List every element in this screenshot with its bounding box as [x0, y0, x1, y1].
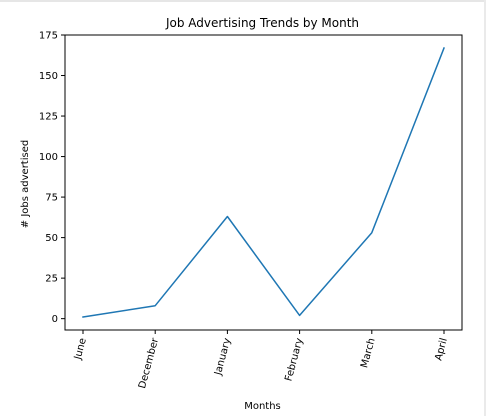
chart-title: Job Advertising Trends by Month	[165, 16, 359, 30]
x-axis-label: Months	[244, 401, 281, 412]
y-tick-label: 75	[45, 193, 58, 204]
y-tick-label: 25	[45, 274, 58, 285]
plot-frame	[64, 34, 463, 331]
y-axis-label: # Jobs advertised	[20, 140, 31, 228]
x-tick-label: February	[283, 337, 305, 383]
y-tick-label: 175	[39, 31, 58, 42]
series-line	[82, 47, 445, 318]
cell-top-border	[0, 0, 486, 2]
y-tick-label: 150	[39, 71, 58, 82]
x-tick-label: December	[137, 336, 161, 390]
y-tick-label: 0	[52, 314, 58, 325]
y-axis: 0 25 50 75 100 125 150 175	[39, 31, 65, 325]
x-tick-label: April	[433, 337, 450, 362]
plot-area	[64, 34, 463, 331]
y-tick-label: 125	[39, 112, 58, 123]
x-tick-label: June	[72, 337, 89, 362]
cell-right-border	[484, 0, 486, 416]
x-tick-label: January	[213, 337, 234, 378]
x-tick-label: March	[359, 337, 378, 369]
y-tick-label: 50	[45, 233, 58, 244]
x-axis: June December January February March April	[72, 330, 450, 390]
y-tick-label: 100	[39, 152, 58, 163]
